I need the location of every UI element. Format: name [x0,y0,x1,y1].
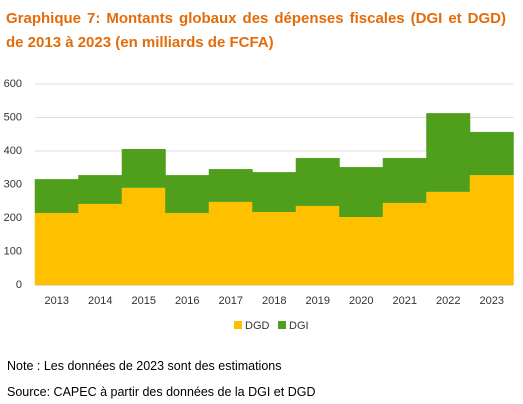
bar-segment [121,148,166,188]
y-tick-label: 600 [4,78,22,90]
y-tick-label: 100 [4,245,22,257]
bar-segment [208,201,253,285]
legend-label: DGI [289,320,309,332]
bar-segment [34,212,79,285]
bar-segment [339,216,384,285]
note: Note : Les données de 2023 sont des esti… [7,359,282,373]
x-tick-label: 2021 [393,295,417,307]
bar-segment [121,187,166,285]
bar-segment [252,211,297,285]
bar-segment [295,158,340,206]
bar-segment [252,172,297,212]
bar-segment [295,205,340,285]
x-tick-label: 2023 [480,295,504,307]
x-tick-label: 2014 [88,295,112,307]
bar-segment [208,169,253,202]
bar-segment [382,158,427,203]
y-tick-label: 300 [4,178,22,190]
x-tick-label: 2022 [436,295,460,307]
source: Source: CAPEC à partir des données de la… [7,385,316,399]
y-tick-label: 400 [4,145,22,157]
y-tick-label: 0 [16,279,22,291]
legend-swatch [234,321,242,329]
x-tick-label: 2016 [175,295,199,307]
legend-label: DGD [245,320,270,332]
x-tick-label: 2017 [219,295,243,307]
x-tick-label: 2020 [349,295,373,307]
bar-segment [469,175,514,285]
y-tick-label: 500 [4,111,22,123]
bar-segment [165,212,210,285]
x-tick-label: 2018 [262,295,286,307]
x-tick-label: 2015 [132,295,156,307]
x-tick-label: 2013 [45,295,69,307]
bar-segment [34,179,79,213]
bar-segment [78,175,123,204]
bar-segment [426,113,471,192]
bar-segment [426,191,471,285]
bar-segment [78,203,123,285]
x-tick-label: 2019 [306,295,330,307]
legend-swatch [278,321,286,329]
y-tick-label: 200 [4,212,22,224]
bar-segment [469,131,514,176]
bar-segment [339,167,384,217]
bar-segment [165,175,210,213]
bar-segment [382,202,427,285]
chart-title: Graphique 7: Montants globaux des dépens… [6,10,506,51]
